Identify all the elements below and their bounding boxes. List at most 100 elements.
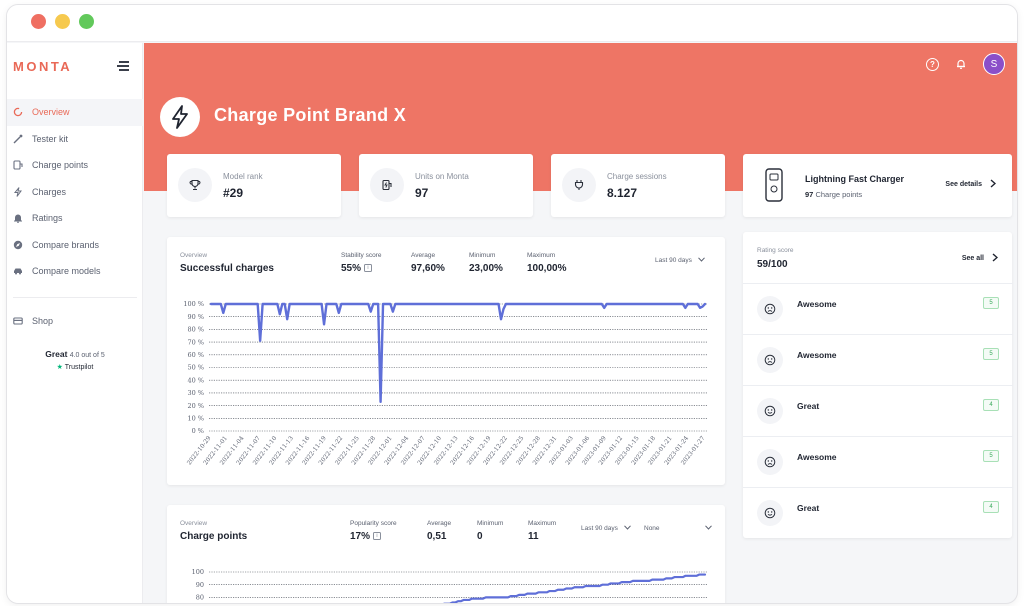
sidebar-item-overview[interactable]: Overview xyxy=(7,99,143,126)
rating-row[interactable]: Awesome 5 xyxy=(743,436,1013,487)
y-tick-label: 10 % xyxy=(187,415,204,423)
tester-kit-icon xyxy=(13,134,23,144)
rating-row[interactable]: Great 4 xyxy=(743,385,1013,436)
chart-title: Successful charges xyxy=(180,263,274,274)
brand-logo-badge xyxy=(160,97,200,137)
bell-icon xyxy=(13,213,23,224)
rating-score-badge: 4 xyxy=(983,501,999,513)
rating-row[interactable]: Awesome 5 xyxy=(743,283,1013,334)
chevron-down-icon xyxy=(705,525,712,532)
notification-bell-icon[interactable] xyxy=(953,56,969,72)
kpi-value-popularity: 17% i xyxy=(350,531,382,542)
sidebar-item-label: Charge points xyxy=(32,160,89,171)
sidebar-item-tester-kit[interactable]: Tester kit xyxy=(7,126,143,153)
plug-icon xyxy=(562,168,596,202)
kpi-label-average: Average xyxy=(427,520,452,527)
info-icon[interactable]: i xyxy=(373,532,382,541)
filter-dropdown[interactable]: None xyxy=(644,525,712,532)
rating-label: Awesome xyxy=(797,452,837,462)
charger-count-line: 97 Charge points xyxy=(805,190,862,199)
successful-charges-card: Overview Successful charges Stability sc… xyxy=(167,237,725,485)
smile-face-icon xyxy=(757,398,783,424)
overview-icon xyxy=(13,107,23,117)
kpi-value-stability: 55% i xyxy=(341,263,373,274)
trustpilot-brand: Trustpilot xyxy=(64,364,94,371)
sidebar-item-charges[interactable]: Charges xyxy=(7,179,143,206)
range-dropdown[interactable]: Last 90 days xyxy=(581,525,631,532)
y-tick-label: 100 % xyxy=(183,300,204,308)
y-tick-label: 90 % xyxy=(187,313,204,321)
help-icon[interactable]: ? xyxy=(926,57,939,71)
trophy-icon xyxy=(178,168,212,202)
chevron-right-icon xyxy=(992,253,999,264)
sidebar-item-ratings[interactable]: Ratings xyxy=(7,205,143,232)
charger-device-icon xyxy=(765,168,783,202)
chevron-down-icon xyxy=(623,525,631,532)
page-title: Charge Point Brand X xyxy=(214,105,407,125)
stat-card-sessions: Charge sessions 8.127 xyxy=(551,154,725,217)
charge-point-icon xyxy=(13,160,23,170)
user-avatar[interactable]: S xyxy=(983,53,1005,75)
charger-name: Lightning Fast Charger xyxy=(805,174,904,184)
compass-icon xyxy=(13,240,23,250)
sidebar-item-compare-models[interactable]: Compare models xyxy=(7,258,143,285)
y-tick-label: 40 % xyxy=(187,376,204,384)
stat-card-units: Units on Monta 97 xyxy=(359,154,533,217)
sidebar-item-shop[interactable]: Shop xyxy=(7,308,143,335)
kpi-label-popularity: Popularity score xyxy=(350,520,397,527)
rating-score-label: Rating score xyxy=(757,247,794,254)
trustpilot-widget[interactable]: Great 4.0 out of 5 ★ Trustpilot xyxy=(7,349,143,371)
sidebar-item-charge-points[interactable]: Charge points xyxy=(7,152,143,179)
sad-face-icon xyxy=(757,296,783,322)
window-maximize-dot[interactable] xyxy=(79,14,94,29)
sidebar-item-compare-brands[interactable]: Compare brands xyxy=(7,232,143,259)
kpi-label-maximum: Maximum xyxy=(528,520,557,527)
sidebar-nav: Overview Tester kit Charge points Charge… xyxy=(7,99,143,285)
smile-face-icon xyxy=(757,500,783,526)
kpi-label-stability: Stability score xyxy=(341,252,382,259)
stat-value: #29 xyxy=(223,186,244,200)
overview-label: Overview xyxy=(180,252,208,259)
sad-face-icon xyxy=(757,449,783,475)
kpi-label-minimum: Minimum xyxy=(469,252,496,259)
see-all-link[interactable]: See all xyxy=(962,253,999,264)
range-dropdown[interactable]: Last 90 days xyxy=(655,257,705,264)
main-content: ? S Charge Point Brand X Model rank #29 xyxy=(144,43,1017,603)
kpi-label-minimum: Minimum xyxy=(477,520,504,527)
sidebar-item-label: Tester kit xyxy=(32,133,69,144)
rating-row[interactable]: Great 4 xyxy=(743,487,1013,538)
chart-title: Charge points xyxy=(180,531,248,542)
rating-label: Awesome xyxy=(797,299,837,309)
info-icon[interactable]: i xyxy=(364,264,373,273)
series-line xyxy=(443,573,707,603)
menu-toggle-icon[interactable] xyxy=(117,61,129,71)
charger-model-card[interactable]: Lightning Fast Charger 97 Charge points … xyxy=(743,154,1012,217)
window-minimize-dot[interactable] xyxy=(55,14,70,29)
see-details-link[interactable]: See details xyxy=(945,179,997,190)
trustpilot-star-icon: ★ xyxy=(56,364,63,371)
sidebar-item-label: Shop xyxy=(32,316,54,327)
window-titlebar xyxy=(7,5,1017,42)
sidebar-item-label: Overview xyxy=(32,107,70,118)
car-icon xyxy=(13,266,23,276)
sidebar-item-label: Compare models xyxy=(32,266,101,277)
kpi-value-average: 97,60% xyxy=(411,263,445,274)
rating-score-badge: 4 xyxy=(983,399,999,411)
charger-count: 97 xyxy=(805,190,814,199)
see-details-label: See details xyxy=(945,181,982,188)
stat-label: Charge sessions xyxy=(607,172,667,181)
kpi-value-maximum: 11 xyxy=(528,531,539,542)
stat-label: Units on Monta xyxy=(415,172,469,181)
y-tick-label: 20 % xyxy=(187,402,204,410)
rating-row[interactable]: Awesome 5 xyxy=(743,334,1013,385)
sidebar-item-label: Compare brands xyxy=(32,239,100,250)
stat-value: 8.127 xyxy=(607,186,638,200)
sidebar-shop: Shop xyxy=(7,308,143,335)
y-tick-label: 80 xyxy=(196,594,204,602)
overview-label: Overview xyxy=(180,520,208,527)
lightning-bolt-icon xyxy=(172,105,188,129)
monta-logo[interactable]: MONTA xyxy=(13,59,73,74)
window-close-dot[interactable] xyxy=(31,14,46,29)
rating-label: Awesome xyxy=(797,350,837,360)
charge-points-card: Overview Charge points Popularity score … xyxy=(167,505,725,603)
